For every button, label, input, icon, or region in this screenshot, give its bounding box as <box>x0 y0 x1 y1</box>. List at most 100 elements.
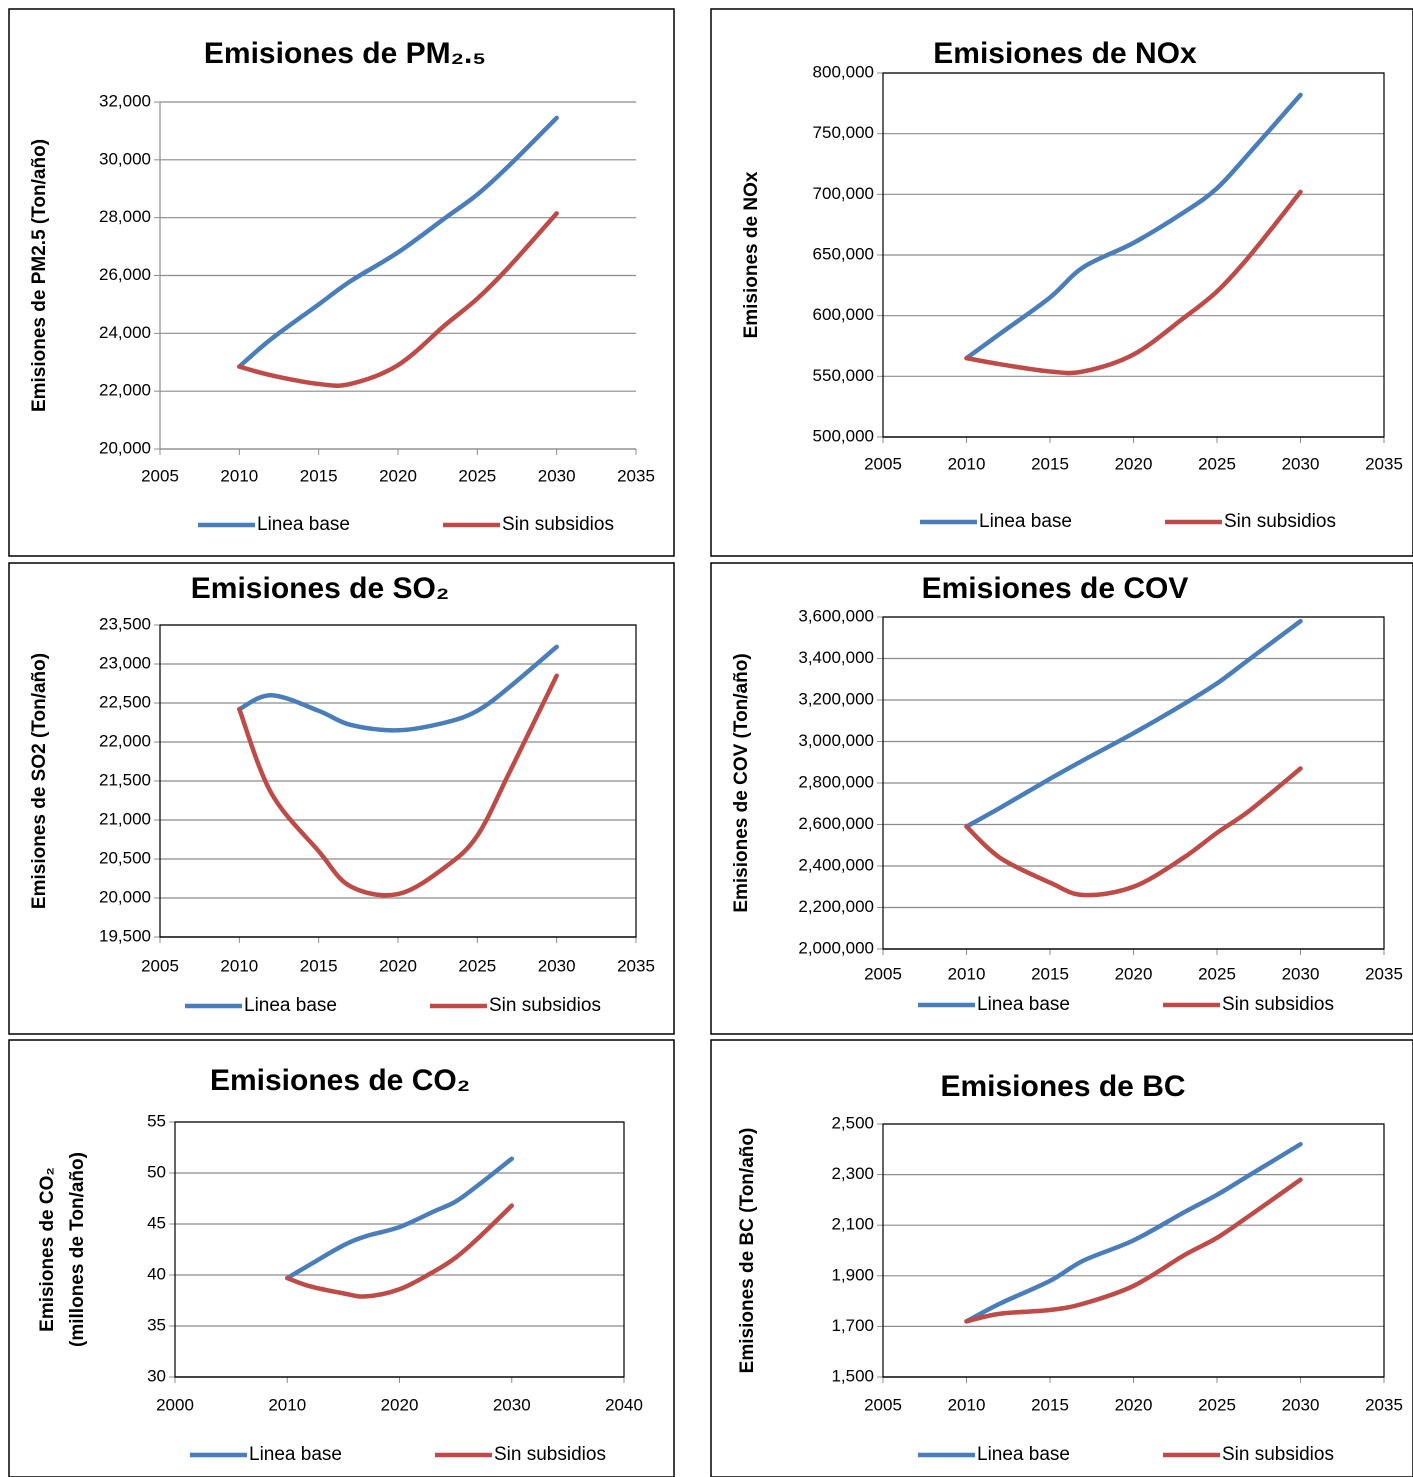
y-tick-label: 2,800,000 <box>798 772 874 791</box>
legend-label: Sin subsidios <box>1224 511 1336 532</box>
x-tick-label: 2005 <box>141 466 179 485</box>
x-tick-label: 2010 <box>948 1395 986 1414</box>
x-tick-label: 2015 <box>300 466 338 485</box>
legend-label: Sin subsidios <box>502 514 614 535</box>
panel-border <box>8 8 675 557</box>
x-tick-label: 2010 <box>948 454 986 473</box>
y-tick-label: 23,500 <box>99 614 151 633</box>
series-line <box>237 644 559 733</box>
y-tick-label: 1,500 <box>831 1366 874 1385</box>
x-tick-label: 2035 <box>1365 454 1403 473</box>
y-axis-label: Emisiones de NOx <box>741 171 762 338</box>
y-tick-label: 650,000 <box>813 244 874 263</box>
x-tick-label: 2030 <box>1282 454 1320 473</box>
y-tick-label: 26,000 <box>99 265 151 284</box>
y-tick-label: 55 <box>147 1111 166 1130</box>
x-tick-label: 2015 <box>1031 454 1069 473</box>
y-tick-label: 1,900 <box>831 1265 874 1284</box>
x-tick-label: 2025 <box>1198 454 1236 473</box>
y-tick-label: 3,600,000 <box>798 606 874 625</box>
legend-label: Sin subsidios <box>1222 994 1334 1015</box>
x-tick-label: 2020 <box>1115 964 1153 983</box>
y-axis-label: Emisiones de PM2.5 (Ton/año) <box>29 139 50 412</box>
x-tick-label: 2035 <box>617 466 655 485</box>
y-axis-label: Emisiones de CO₂ <box>37 1167 58 1332</box>
x-tick-label: 2020 <box>1115 1395 1153 1414</box>
y-tick-label: 45 <box>147 1213 166 1232</box>
series-line <box>964 1141 1303 1324</box>
series-line <box>964 189 1303 376</box>
x-tick-label: 2030 <box>538 956 576 975</box>
series-line <box>237 211 559 388</box>
y-tick-label: 20,000 <box>99 887 151 906</box>
y-tick-label: 2,600,000 <box>798 814 874 833</box>
legend-label: Linea base <box>249 1444 342 1465</box>
x-tick-label: 2020 <box>379 956 417 975</box>
x-tick-label: 2020 <box>1115 454 1153 473</box>
legend-label: Sin subsidios <box>489 995 601 1016</box>
y-tick-label: 22,000 <box>99 731 151 750</box>
chart-title: Emisiones de NOx <box>933 37 1197 70</box>
x-tick-label: 2035 <box>1365 964 1403 983</box>
x-tick-label: 2015 <box>1031 964 1069 983</box>
series-line <box>964 1177 1303 1324</box>
x-tick-label: 2040 <box>605 1395 643 1414</box>
y-tick-label: 20,500 <box>99 848 151 867</box>
y-tick-label: 32,000 <box>99 91 151 110</box>
x-tick-label: 2010 <box>220 956 258 975</box>
x-tick-label: 2025 <box>458 466 496 485</box>
series-line <box>964 618 1303 829</box>
panel-border <box>710 562 1413 1035</box>
y-tick-label: 22,000 <box>99 381 151 400</box>
x-tick-label: 2000 <box>156 1395 194 1414</box>
x-tick-label: 2005 <box>864 1395 902 1414</box>
x-tick-label: 2010 <box>268 1395 306 1414</box>
series-line <box>285 1156 514 1281</box>
y-tick-label: 500,000 <box>813 426 874 445</box>
chart-title: Emisiones de BC <box>940 1070 1185 1103</box>
y-axis-label: Emisiones de SO2 (Ton/año) <box>29 653 50 909</box>
x-tick-label: 2005 <box>864 964 902 983</box>
y-tick-label: 30,000 <box>99 149 151 168</box>
y-tick-label: 40 <box>147 1264 166 1283</box>
x-tick-label: 2030 <box>1282 964 1320 983</box>
y-tick-label: 2,300 <box>831 1164 874 1183</box>
y-tick-label: 800,000 <box>813 62 874 81</box>
legend-label: Linea base <box>244 995 337 1016</box>
x-tick-label: 2010 <box>948 964 986 983</box>
y-tick-label: 28,000 <box>99 207 151 226</box>
x-tick-label: 2005 <box>864 454 902 473</box>
legend-label: Linea base <box>979 511 1072 532</box>
y-tick-label: 2,200,000 <box>798 897 874 916</box>
y-tick-label: 21,500 <box>99 770 151 789</box>
x-tick-label: 2025 <box>1198 1395 1236 1414</box>
x-tick-label: 2020 <box>379 466 417 485</box>
legend-label: Linea base <box>257 514 350 535</box>
y-tick-label: 1,700 <box>831 1316 874 1335</box>
y-tick-label: 20,000 <box>99 438 151 457</box>
x-tick-label: 2005 <box>141 956 179 975</box>
chart-title: Emisiones de CO₂ <box>210 1064 470 1097</box>
y-tick-label: 550,000 <box>813 366 874 385</box>
y-tick-label: 2,100 <box>831 1215 874 1234</box>
x-tick-label: 2030 <box>493 1395 531 1414</box>
x-tick-label: 2030 <box>1282 1395 1320 1414</box>
series-line <box>237 115 559 369</box>
y-tick-label: 50 <box>147 1162 166 1181</box>
plot-frame <box>174 1121 625 1378</box>
x-tick-label: 2015 <box>300 956 338 975</box>
y-tick-label: 600,000 <box>813 305 874 324</box>
x-tick-label: 2025 <box>458 956 496 975</box>
y-tick-label: 3,400,000 <box>798 648 874 667</box>
y-tick-label: 700,000 <box>813 184 874 203</box>
y-tick-label: 23,000 <box>99 653 151 672</box>
x-tick-label: 2020 <box>381 1395 419 1414</box>
y-tick-label: 22,500 <box>99 692 151 711</box>
x-tick-label: 2010 <box>220 466 258 485</box>
y-tick-label: 21,000 <box>99 809 151 828</box>
y-axis-label: (millones de Ton/año) <box>67 1152 88 1347</box>
x-tick-label: 2015 <box>1031 1395 1069 1414</box>
legend-label: Sin subsidios <box>1222 1444 1334 1465</box>
legend-label: Linea base <box>977 1444 1070 1465</box>
